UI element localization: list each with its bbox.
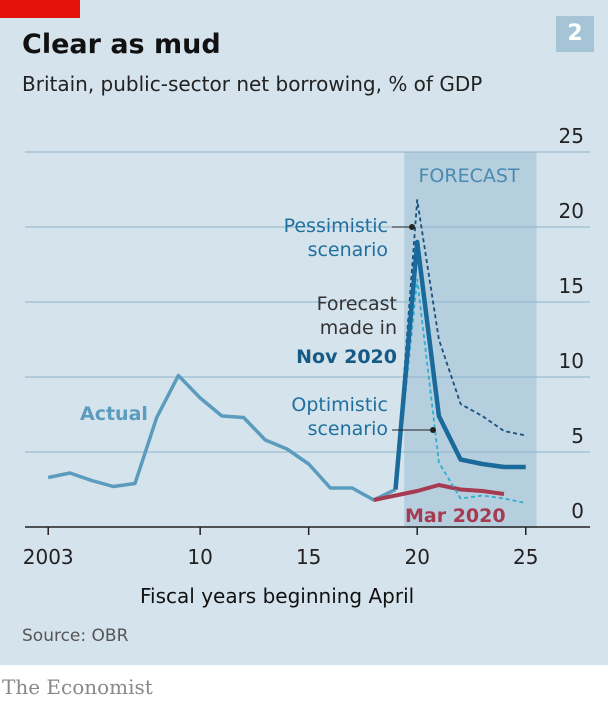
chart-title: Clear as mud (22, 29, 221, 60)
source: Source: OBR (22, 626, 129, 646)
red-tag (0, 0, 80, 18)
x-tick-label: 15 (296, 545, 321, 569)
y-tick-label: 25 (559, 124, 584, 148)
series-line (393, 239, 526, 490)
leader-dot (430, 427, 436, 433)
chart-number: 2 (556, 16, 594, 52)
chart-subtitle: Britain, public-sector net borrowing, % … (22, 72, 483, 96)
series-label: Actual (80, 403, 148, 425)
forecast-region (404, 152, 537, 527)
series-label: Mar 2020 (405, 505, 506, 527)
forecast-label: FORECAST (418, 165, 520, 187)
annotation: Forecast made in (316, 293, 397, 339)
y-tick-label: 5 (571, 424, 584, 448)
series-label: Pessimistic scenario (283, 215, 388, 261)
series-line (394, 199, 526, 490)
publisher: The Economist (2, 675, 153, 699)
leader-dot (409, 224, 415, 230)
x-tick-label: 2003 (23, 545, 74, 569)
x-tick-label: 10 (187, 545, 212, 569)
series-label: Nov 2020 (296, 346, 397, 368)
y-tick-label: 15 (559, 274, 584, 298)
series-label: Optimistic scenario (291, 394, 388, 440)
series-line (373, 483, 505, 502)
x-axis-title: Fiscal years beginning April (140, 584, 415, 608)
x-tick-label: 25 (513, 545, 538, 569)
y-tick-label: 20 (559, 199, 584, 223)
y-tick-label: 10 (559, 349, 584, 373)
series-line (47, 373, 397, 502)
x-tick-label: 20 (404, 545, 429, 569)
series-line (394, 278, 526, 504)
y-tick-label: 0 (571, 499, 584, 523)
